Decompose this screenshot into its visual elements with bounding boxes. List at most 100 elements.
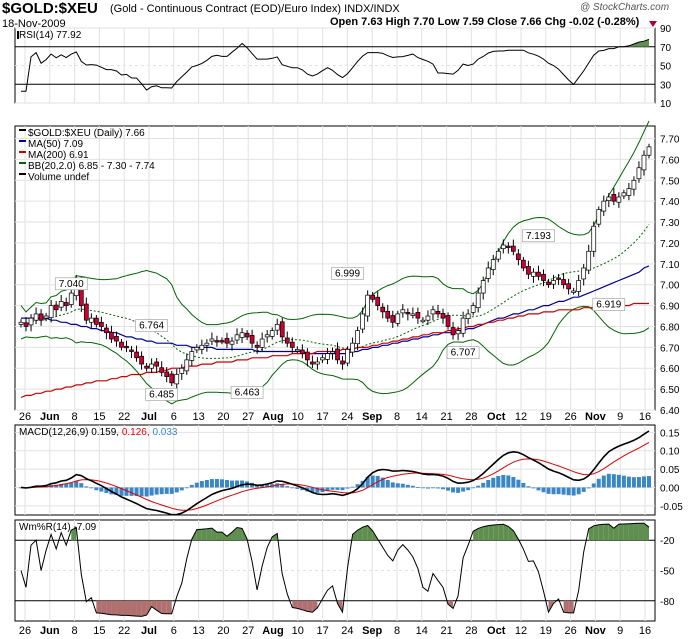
macd-histogram-bar [295, 487, 300, 489]
macd-histogram-bar [506, 475, 511, 488]
candle-body [189, 351, 195, 361]
annotation-box [230, 386, 264, 399]
macd-histogram-bar [99, 487, 104, 492]
macd-histogram-bar [260, 484, 265, 488]
annotation-label: 6.999 [335, 268, 360, 279]
wr-oversold-fill [448, 600, 454, 609]
wr-overbought-fill [613, 524, 619, 541]
macd-histogram-bar [601, 475, 606, 488]
macd-histogram-bar [365, 476, 370, 488]
candle-body [109, 331, 114, 340]
rsi-label: RSI(14) 77.92 [19, 30, 82, 41]
candle-body [440, 313, 446, 319]
x-label-price: 8 [394, 411, 400, 423]
candle-body [546, 281, 551, 286]
x-label-price: 26 [19, 411, 31, 423]
candle-body [480, 280, 486, 294]
wr-overbought-fill [603, 524, 609, 541]
chart-description: (Gold - Continuous Contract (EOD)/Euro I… [110, 3, 400, 15]
price-tick-label: 7.30 [660, 218, 680, 229]
candle-body [511, 245, 516, 252]
macd-histogram-bar [265, 484, 270, 488]
candle-body [179, 367, 185, 374]
macd-histogram-bar [451, 487, 456, 493]
wr-overbought-fill [628, 523, 634, 541]
x-label-price: 21 [440, 411, 452, 423]
candle-body [345, 349, 350, 364]
macd-histogram-bar [94, 487, 99, 491]
macd-histogram-bar [461, 487, 466, 492]
macd-histogram-bar [596, 478, 601, 488]
x-label-price: Jun [40, 411, 60, 423]
macd-histogram-bar [89, 487, 94, 489]
price-tick-label: 6.40 [660, 406, 680, 417]
candle-body [305, 351, 310, 361]
candle-body [199, 344, 205, 350]
macd-histogram-bar [501, 475, 506, 488]
candle-body [641, 154, 647, 171]
x-label-price: Aug [262, 411, 283, 423]
macd-histogram-bar [204, 479, 209, 488]
annotation-label: 6.485 [149, 389, 174, 400]
macd-histogram-bar [611, 474, 616, 488]
macd-histogram-bar [179, 487, 184, 491]
macd-histogram-bar [214, 479, 219, 488]
candle-body [561, 279, 566, 286]
candle-body [380, 306, 386, 313]
candle-body [224, 338, 230, 344]
wr-oversold-fill [307, 600, 313, 613]
credit-text: @ StockCharts.com [580, 2, 670, 13]
wr-overbought-fill [221, 532, 227, 541]
candle-body [591, 225, 597, 252]
legend-swatch [19, 151, 26, 153]
macd-histogram-bar [395, 483, 400, 488]
ma200-line [20, 302, 649, 399]
chart-symbol: $GOLD:$XEU [2, 0, 98, 17]
candle-body [435, 310, 441, 315]
macd-histogram-bar [400, 483, 405, 488]
x-label-bottom: 26 [19, 625, 31, 637]
candle-body [99, 321, 104, 327]
candle-body [294, 349, 300, 352]
x-label-price: Oct [487, 411, 506, 423]
candle-body [310, 361, 315, 365]
annotation-label: 6.707 [451, 348, 476, 359]
candle-body [495, 250, 501, 260]
candle-body [571, 290, 576, 293]
wr-overbought-fill [608, 524, 614, 541]
macd-histogram-bar [330, 487, 335, 490]
x-label-bottom: Jul [141, 625, 157, 637]
macd-label-part: 0.033 [152, 427, 177, 438]
x-label-bottom: 20 [217, 625, 229, 637]
rsi-overbought-fill [633, 42, 639, 47]
macd-histogram-bar [591, 483, 596, 488]
candle-body [169, 373, 175, 384]
macd-histogram-bar [636, 477, 641, 488]
candle-body [475, 292, 481, 309]
candle-body [330, 351, 335, 354]
macd-histogram-bar [486, 479, 491, 488]
wr-overbought-fill [196, 529, 202, 541]
macd-histogram-bar [169, 487, 174, 494]
macd-tick-label: 0.05 [660, 465, 680, 476]
x-label-bottom: 26 [564, 625, 576, 637]
x-label-bottom: 27 [242, 625, 254, 637]
candle-body [370, 294, 376, 300]
macd-histogram-bar [350, 486, 355, 488]
annotation-label: 7.193 [526, 231, 551, 242]
wr-overbought-fill [206, 528, 212, 541]
rsi-line [21, 38, 650, 92]
candle-body [445, 315, 451, 327]
candle-body [621, 192, 627, 197]
x-label-price: 8 [72, 411, 78, 423]
macd-histogram-bar [556, 487, 561, 495]
candle-body [335, 348, 340, 361]
wr-oversold-fill [146, 600, 152, 616]
candle-body [636, 167, 642, 180]
x-label-price: Nov [585, 411, 607, 423]
x-label-bottom: 15 [93, 625, 105, 637]
macd-histogram-bar [370, 475, 375, 488]
macd-histogram-bar [114, 487, 119, 496]
bb-middle-line [20, 224, 650, 359]
macd-histogram-bar [345, 487, 350, 489]
